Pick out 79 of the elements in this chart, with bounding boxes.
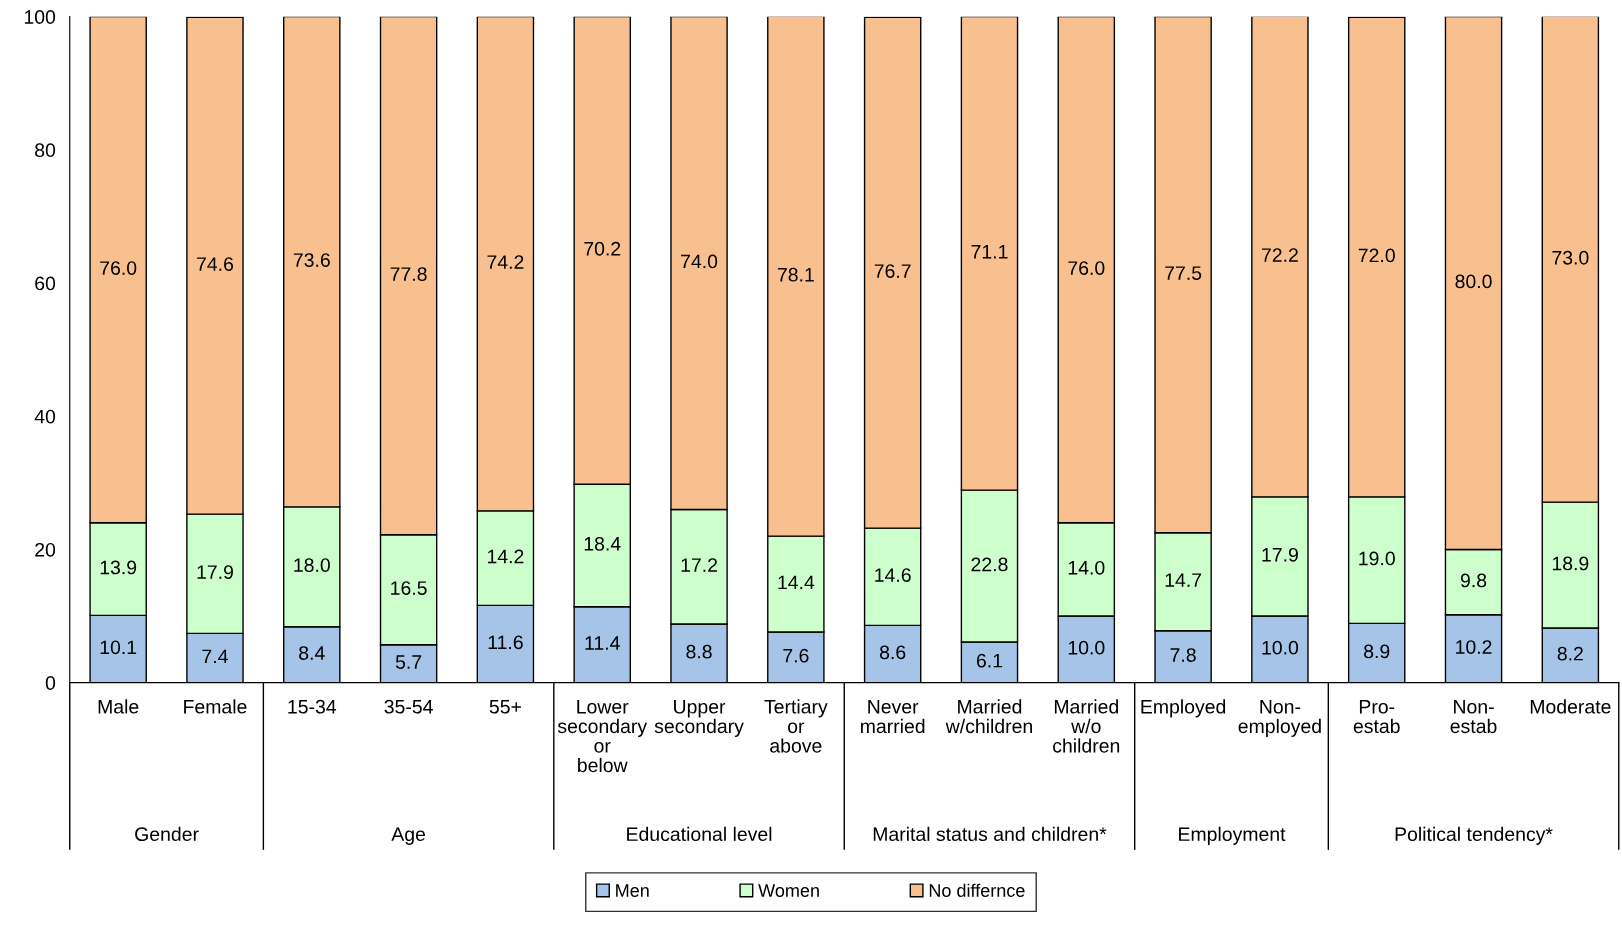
data-label: 8.8 [686, 644, 712, 659]
data-label: 17.9 [1262, 547, 1298, 562]
x-tick-label: Never married [861, 700, 925, 734]
text: Employment [1179, 826, 1286, 845]
y-tick-label: 20 [35, 542, 56, 557]
text: Gender [135, 826, 199, 842]
y-tick-label: 0 [45, 676, 56, 690]
data-label: 7.4 [202, 649, 228, 664]
y-tick-label: 40 [34, 409, 56, 424]
x-tick-label: Non- estab [1450, 700, 1497, 734]
data-label: 74.2 [487, 255, 524, 269]
data-label: 5.7 [395, 655, 422, 669]
data-label: 8.9 [1364, 644, 1390, 659]
data-label: 77.8 [390, 267, 427, 281]
data-label: 72.0 [1358, 248, 1395, 263]
data-label: 74.6 [197, 257, 234, 271]
x-tick-label: Moderate [1530, 699, 1611, 714]
data-label: 76.7 [874, 264, 911, 278]
data-label: 14.2 [487, 549, 524, 564]
x-tick-label: Married w/o children [1053, 699, 1120, 753]
data-label: 9.8 [1460, 573, 1487, 588]
data-label: 17.2 [681, 558, 717, 572]
legend-label: Women [758, 884, 819, 897]
x-tick-label: Married w/children [945, 699, 1032, 734]
data-label: 6.1 [976, 653, 1003, 668]
data-label: 74.0 [681, 254, 718, 269]
legend-label: No differnce [929, 883, 1025, 897]
text: Marital status and children* [873, 826, 1107, 842]
data-label: 80.0 [1455, 274, 1492, 289]
data-label: 16.5 [391, 581, 427, 595]
data-label: 19.0 [1359, 551, 1395, 566]
data-label: 14.0 [1068, 560, 1105, 575]
data-label: 13.9 [100, 560, 137, 575]
x-tick-label: Lower secondary or below [557, 700, 648, 773]
x-tick-label: 55+ [489, 700, 521, 714]
data-label: 78.1 [777, 267, 814, 282]
text: Age [391, 827, 426, 845]
data-label: 22.8 [971, 557, 1008, 572]
y-tick-label: 100 [24, 10, 56, 24]
data-label: 10.2 [1456, 640, 1492, 654]
x-tick-label: Non- employed [1238, 700, 1321, 737]
data-label: 8.4 [299, 646, 325, 660]
data-label: 8.2 [1557, 646, 1583, 661]
data-label: 18.9 [1552, 556, 1589, 571]
y-tick-label: 80 [35, 143, 56, 158]
x-tick-label: Tertiary or above [764, 699, 828, 753]
x-tick-label: Female [184, 699, 247, 714]
data-label: 70.2 [584, 241, 621, 256]
text: Educational level [627, 826, 772, 842]
legend-label: Men [616, 884, 649, 897]
data-label: 18.4 [584, 536, 621, 551]
x-tick-label: 35-54 [384, 699, 433, 714]
data-label: 17.9 [197, 565, 233, 579]
data-label: 14.6 [875, 568, 911, 582]
data-label: 10.0 [1262, 640, 1299, 655]
data-label: 10.0 [1068, 640, 1105, 655]
data-label: 72.2 [1261, 248, 1298, 262]
data-label: 14.7 [1165, 573, 1202, 587]
x-tick-label: Upper secondary [654, 700, 744, 737]
data-label: 8.6 [879, 645, 906, 660]
data-label: 7.6 [783, 648, 809, 663]
data-label: 11.6 [488, 635, 523, 650]
data-label: 10.1 [100, 640, 137, 655]
data-label: 11.4 [585, 636, 620, 650]
data-label: 76.0 [100, 261, 137, 275]
y-tick-label: 60 [35, 276, 56, 291]
x-tick-label: Male [98, 699, 139, 714]
data-label: 7.8 [1170, 648, 1196, 662]
data-label: 14.4 [778, 575, 815, 590]
data-label: 18.0 [294, 558, 330, 572]
x-tick-label: Employed [1141, 699, 1226, 718]
data-label: 77.5 [1165, 266, 1202, 280]
data-label: 71.1 [971, 245, 1008, 259]
x-tick-label: Pro- estab [1353, 700, 1400, 734]
data-label: 73.0 [1552, 250, 1589, 265]
data-label: 76.0 [1068, 261, 1105, 275]
text: Political tendency* [1395, 826, 1553, 845]
x-tick-label: 15-34 [288, 699, 337, 714]
data-label: 73.6 [293, 253, 330, 267]
